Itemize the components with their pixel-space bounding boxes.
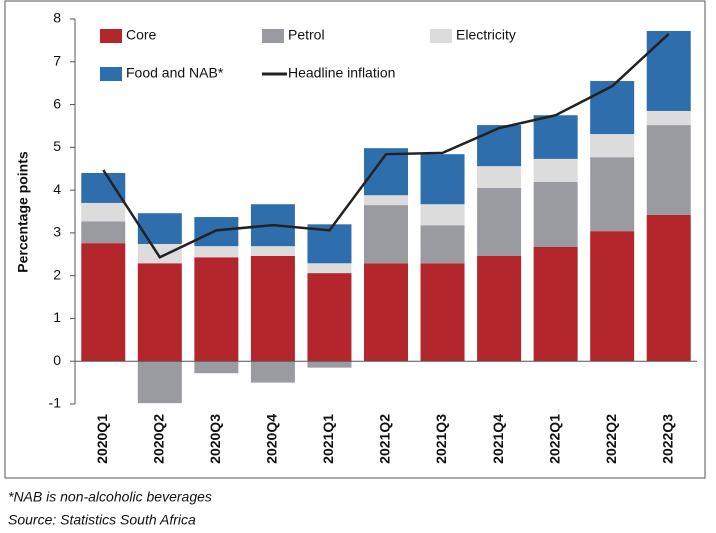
legend-label: Electricity xyxy=(456,27,516,43)
y-tick-label: -1 xyxy=(49,395,62,411)
bar-segment xyxy=(137,263,182,362)
bar-segment xyxy=(250,246,295,256)
bar-segment xyxy=(307,361,352,368)
bar-segment xyxy=(137,244,182,264)
bar-segment xyxy=(533,247,578,362)
bar-segment xyxy=(646,214,691,362)
y-tick-label: 3 xyxy=(53,224,61,240)
bar-segment xyxy=(194,361,239,374)
y-tick-label: 2 xyxy=(53,266,61,282)
footnote: *NAB is non-alcoholic beverages xyxy=(8,489,212,505)
y-tick-label: 1 xyxy=(53,309,61,325)
x-tick-label: 2021Q2 xyxy=(377,414,393,464)
legend-swatch xyxy=(100,29,122,43)
legend-label: Petrol xyxy=(288,27,325,43)
bar-segment xyxy=(590,157,635,232)
bar-segment xyxy=(533,115,578,159)
bar-segment xyxy=(646,125,691,215)
bar-segment xyxy=(364,263,408,362)
bar-segment xyxy=(590,134,635,158)
y-tick-label: 8 xyxy=(53,10,61,26)
x-tick-label: 2020Q2 xyxy=(151,414,167,464)
bar-segment xyxy=(81,221,126,244)
bar-segment xyxy=(194,246,239,258)
legend-swatch xyxy=(100,67,122,81)
bar-segment xyxy=(81,202,126,222)
y-tick-label: 0 xyxy=(53,352,61,368)
bar-segment xyxy=(81,243,126,362)
bar-segment xyxy=(646,30,691,111)
y-tick-label: 4 xyxy=(53,181,61,197)
bar-segment xyxy=(420,204,465,226)
bar-segment xyxy=(137,213,182,245)
bar-segment xyxy=(477,187,522,256)
x-tick-label: 2022Q2 xyxy=(603,414,619,464)
legend-label: Food and NAB* xyxy=(126,65,224,81)
x-tick-label: 2022Q1 xyxy=(546,414,562,464)
bar-segment xyxy=(533,158,578,182)
bar-segment xyxy=(477,125,522,167)
x-tick-label: 2021Q3 xyxy=(433,414,449,464)
y-tick-label: 7 xyxy=(53,52,61,68)
bar-segment xyxy=(590,231,635,362)
bar-segment xyxy=(250,361,295,383)
x-tick-label: 2020Q3 xyxy=(207,414,223,464)
bar-segment xyxy=(420,225,465,264)
y-tick-label: 6 xyxy=(53,95,61,111)
x-tick-label: 2022Q3 xyxy=(659,414,675,464)
x-tick-label: 2020Q4 xyxy=(264,414,280,464)
x-tick-label: 2021Q1 xyxy=(320,414,336,464)
source: Source: Statistics South Africa xyxy=(8,512,196,528)
bar-segment xyxy=(420,263,465,362)
bar-segment xyxy=(307,273,352,362)
legend-label: Core xyxy=(126,27,157,43)
bar-segment xyxy=(137,361,182,404)
chart-border xyxy=(4,0,706,479)
bar-segment xyxy=(477,255,522,362)
x-tick-label: 2021Q4 xyxy=(490,414,506,464)
bar-segment xyxy=(533,181,578,248)
x-tick-label: 2020Q1 xyxy=(94,414,110,464)
bar-segment xyxy=(590,81,635,135)
legend-label: Headline inflation xyxy=(288,65,395,81)
bar-segment xyxy=(81,173,126,203)
line-series xyxy=(102,33,670,259)
bar-segment xyxy=(194,257,239,362)
bar-segment xyxy=(364,195,408,206)
bar-segment xyxy=(420,154,465,205)
legend-swatch xyxy=(430,29,452,43)
bar-segment xyxy=(250,255,295,362)
bar-segment xyxy=(307,263,352,274)
bar-segment xyxy=(477,166,522,188)
y-axis-label: Percentage points xyxy=(15,151,31,273)
bar-segment xyxy=(646,110,691,126)
y-tick-label: 5 xyxy=(53,138,61,154)
legend-swatch xyxy=(262,29,284,43)
bar-segment xyxy=(364,205,408,264)
